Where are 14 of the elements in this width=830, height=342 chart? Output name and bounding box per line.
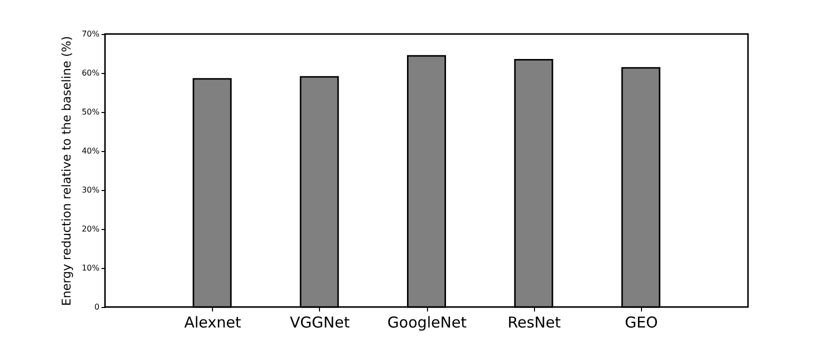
y-tick-label: 20% xyxy=(82,224,100,234)
x-tick-label: ResNet xyxy=(508,314,561,332)
y-tick-label: 40% xyxy=(82,146,100,156)
x-tick-label: GEO xyxy=(624,314,658,332)
y-tick-label: 60% xyxy=(82,68,100,78)
y-axis-title: Energy reduction relative to the baseline (%) xyxy=(60,36,74,306)
y-tick-label: 30% xyxy=(82,186,100,194)
y-tick-label: 70% xyxy=(82,30,100,38)
y-tick-label: 10% xyxy=(82,264,100,272)
x-tick-label: VGGNet xyxy=(290,314,350,332)
x-tick-label: GoogleNet xyxy=(387,314,467,332)
y-tick-label: 0 xyxy=(94,302,100,312)
x-tick-label: Alexnet xyxy=(184,314,242,332)
y-tick-label: 50% xyxy=(82,108,100,116)
